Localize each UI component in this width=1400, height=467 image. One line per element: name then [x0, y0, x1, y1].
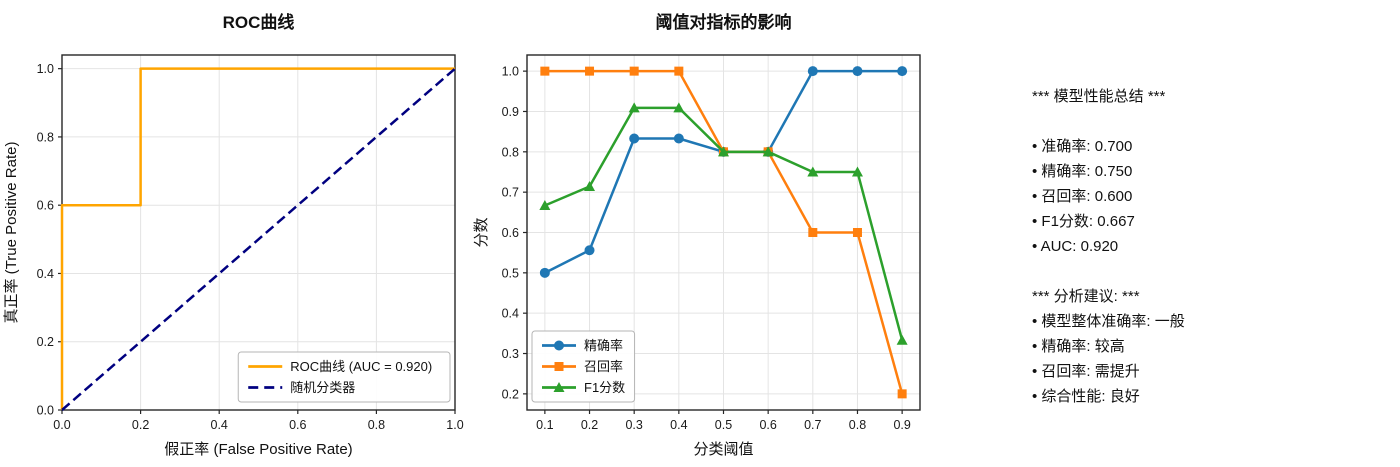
- legend-label-roc-curve: ROC曲线 (AUC = 0.920): [290, 359, 432, 374]
- y-tick-label: 0.7: [502, 186, 519, 200]
- x-tick-label: 0.9: [893, 418, 910, 432]
- f1-marker: [584, 181, 596, 192]
- x-tick-label: 0.8: [849, 418, 866, 432]
- x-tick-label: 0.5: [715, 418, 732, 432]
- y-axis-label: 真正率 (True Positive Rate): [2, 142, 20, 324]
- summary-title: *** 模型性能总结 ***: [1032, 88, 1166, 105]
- recall-marker: [852, 228, 862, 237]
- advice-accuracy: • 模型整体准确率: 一般: [1032, 313, 1185, 330]
- y-tick-label: 1.0: [502, 65, 519, 79]
- summary-f1: • F1分数: 0.667: [1032, 213, 1135, 230]
- y-tick-label: 0.5: [502, 266, 519, 280]
- x-tick-label: 0.8: [368, 418, 385, 432]
- x-tick-label: 0.4: [211, 418, 228, 432]
- precision-marker: [897, 66, 908, 77]
- legend-marker-recall: [554, 362, 564, 371]
- recall-marker: [674, 66, 684, 76]
- f1-marker: [851, 166, 863, 177]
- y-tick-label: 0.8: [37, 130, 54, 144]
- y-tick-label: 0.6: [502, 226, 519, 240]
- legend-marker-f1: [553, 382, 565, 392]
- f1-marker: [628, 102, 640, 113]
- f1-marker: [718, 146, 729, 157]
- y-tick-label: 0.4: [502, 307, 519, 321]
- legend-marker-precision: [554, 340, 564, 351]
- legend-label-precision: 精确率: [584, 338, 623, 353]
- advice-overall: • 综合性能: 良好: [1032, 388, 1140, 405]
- summary-accuracy: • 准确率: 0.700: [1032, 138, 1133, 155]
- y-tick-label: 0.3: [502, 347, 519, 361]
- x-tick-label: 0.4: [670, 418, 687, 432]
- x-tick-label: 0.7: [804, 418, 821, 432]
- chart-title: 阈值对指标的影响: [656, 12, 792, 32]
- advice-recall: • 召回率: 需提升: [1032, 363, 1140, 380]
- y-tick-label: 0.6: [37, 199, 54, 213]
- summary-spacer: [1032, 109, 1392, 134]
- x-tick-label: 0.0: [53, 418, 70, 432]
- y-tick-label: 0.8: [502, 145, 519, 159]
- f1-marker: [762, 146, 774, 157]
- recall-marker: [897, 389, 907, 399]
- recall-marker: [585, 66, 595, 76]
- y-tick-label: 0.0: [37, 404, 54, 418]
- plot-border: [526, 54, 921, 411]
- precision-marker: [807, 66, 818, 77]
- y-tick-label: 0.9: [502, 105, 519, 119]
- precision-marker: [539, 267, 550, 278]
- x-tick-label: 0.2: [581, 418, 598, 432]
- x-tick-label: 0.6: [289, 418, 306, 432]
- x-tick-label: 0.3: [625, 418, 642, 432]
- f1-marker: [673, 102, 685, 113]
- precision-marker: [629, 133, 640, 144]
- series-random-classifier: [61, 67, 456, 411]
- precision-marker: [852, 66, 863, 77]
- legend: ROC曲线 (AUC = 0.920) 随机分类器: [237, 351, 451, 403]
- x-tick-label: 0.2: [132, 418, 149, 432]
- y-tick-label: 0.4: [37, 267, 54, 281]
- y-tick-label: 0.2: [502, 387, 519, 401]
- y-tick-label: 0.2: [37, 335, 54, 349]
- precision-marker: [584, 245, 595, 256]
- random-classifier-line: [61, 67, 456, 411]
- f1-marker: [539, 199, 551, 210]
- precision-marker: [673, 133, 684, 144]
- recall-marker: [808, 228, 818, 237]
- recall-marker: [540, 66, 550, 76]
- x-axis-label: 假正率 (False Positive Rate): [164, 441, 352, 458]
- y-tick-label: 1.0: [37, 62, 54, 76]
- x-axis-label: 分类阈值: [693, 441, 753, 458]
- summary-precision: • 精确率: 0.750: [1032, 163, 1133, 180]
- legend-label-recall: 召回率: [584, 359, 623, 374]
- series-f1: [539, 102, 908, 345]
- x-tick-label: 0.1: [536, 418, 553, 432]
- summary-spacer: [1032, 259, 1392, 284]
- series-roc-curve: [60, 67, 455, 410]
- roc-curve-line: [60, 67, 455, 410]
- advice-title: *** 分析建议: ***: [1032, 288, 1140, 305]
- axes: 0.1 0.2 0.3 0.4 0.5 0.6 0.7 0.8 0.9 0.2 0.3 0.4 0.5 0…: [502, 54, 921, 432]
- threshold-metrics-chart: 0.1 0.2 0.3 0.4 0.5 0.6 0.7 0.8 0.9 0.2 0.3 0.4 0.5 0…: [473, 12, 921, 458]
- f1-marker: [807, 166, 819, 177]
- legend-label-f1: F1分数: [584, 380, 625, 395]
- advice-precision: • 精确率: 较高: [1032, 338, 1125, 355]
- roc-chart: 0.0 0.2 0.4 0.6 0.8 1.0 0.0 0.2 0.4 0.6 0.8 1.0 ROC曲…: [2, 12, 464, 458]
- x-tick-label: 0.6: [759, 418, 776, 432]
- summary-recall: • 召回率: 0.600: [1032, 188, 1133, 205]
- chart-title: ROC曲线: [223, 12, 295, 32]
- recall-marker: [629, 66, 639, 76]
- summary-panel: *** 模型性能总结 *** • 准确率: 0.700 • 精确率: 0.750…: [1032, 84, 1392, 409]
- f1-marker: [896, 334, 908, 345]
- summary-auc: • AUC: 0.920: [1032, 238, 1119, 255]
- axes: 0.0 0.2 0.4 0.6 0.8 1.0 0.0 0.2 0.4 0.6 0.8 1.0: [37, 54, 464, 432]
- legend-label-random-classifier: 随机分类器: [290, 380, 355, 395]
- y-axis-label: 分数: [473, 217, 490, 247]
- legend-box: [237, 351, 451, 403]
- x-tick-label: 1.0: [446, 418, 463, 432]
